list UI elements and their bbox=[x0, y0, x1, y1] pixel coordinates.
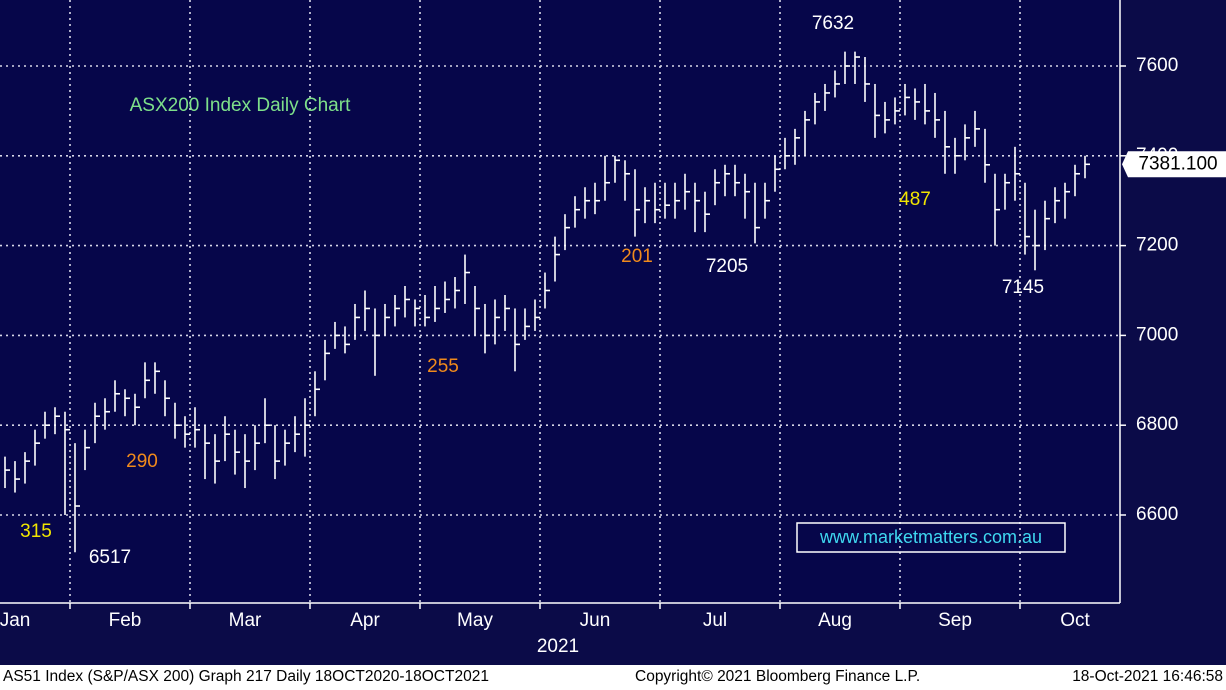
x-tick-label: Jan bbox=[0, 610, 30, 631]
y-tick-label: 6800 bbox=[1136, 414, 1178, 435]
x-tick-label: Sep bbox=[938, 610, 972, 631]
y-tick-label: 7200 bbox=[1136, 235, 1178, 256]
annotation: 487 bbox=[899, 189, 931, 210]
annotation: 7205 bbox=[706, 256, 748, 277]
annotation: 7145 bbox=[1002, 277, 1044, 298]
x-tick-label: Oct bbox=[1060, 610, 1090, 631]
x-tick-label: May bbox=[457, 610, 493, 631]
watermark-box bbox=[796, 522, 1066, 553]
footer-left: AS51 Index (S&P/ASX 200) Graph 217 Daily… bbox=[3, 668, 489, 685]
footer-middle: Copyright© 2021 Bloomberg Finance L.P. bbox=[635, 668, 920, 685]
footer-bar bbox=[0, 665, 1226, 690]
annotation: 255 bbox=[427, 356, 459, 377]
last-price-box bbox=[1122, 151, 1226, 178]
y-tick-label: 6600 bbox=[1136, 504, 1178, 525]
last-price-label: 7381.100 bbox=[1138, 153, 1217, 174]
plot-area bbox=[0, 0, 1120, 603]
annotation: 315 bbox=[20, 521, 52, 542]
annotation: 6517 bbox=[89, 547, 131, 568]
x-tick-label: Mar bbox=[229, 610, 262, 631]
x-tick-label: Jul bbox=[703, 610, 727, 631]
x-tick-label: Apr bbox=[350, 610, 380, 631]
x-axis-label: 2021 bbox=[537, 636, 579, 657]
annotation: 7632 bbox=[812, 13, 854, 34]
x-tick-label: Jun bbox=[580, 610, 611, 631]
chart-title: ASX200 Index Daily Chart bbox=[130, 95, 351, 116]
annotation: 290 bbox=[126, 451, 158, 472]
y-tick-label: 7000 bbox=[1136, 324, 1178, 345]
annotation: 201 bbox=[621, 246, 653, 267]
x-tick-label: Aug bbox=[818, 610, 852, 631]
watermark: www.marketmatters.com.au bbox=[819, 527, 1042, 547]
footer-right: 18-Oct-2021 16:46:58 bbox=[1072, 668, 1223, 685]
x-tick-label: Feb bbox=[109, 610, 142, 631]
y-tick-label: 7600 bbox=[1136, 55, 1178, 76]
